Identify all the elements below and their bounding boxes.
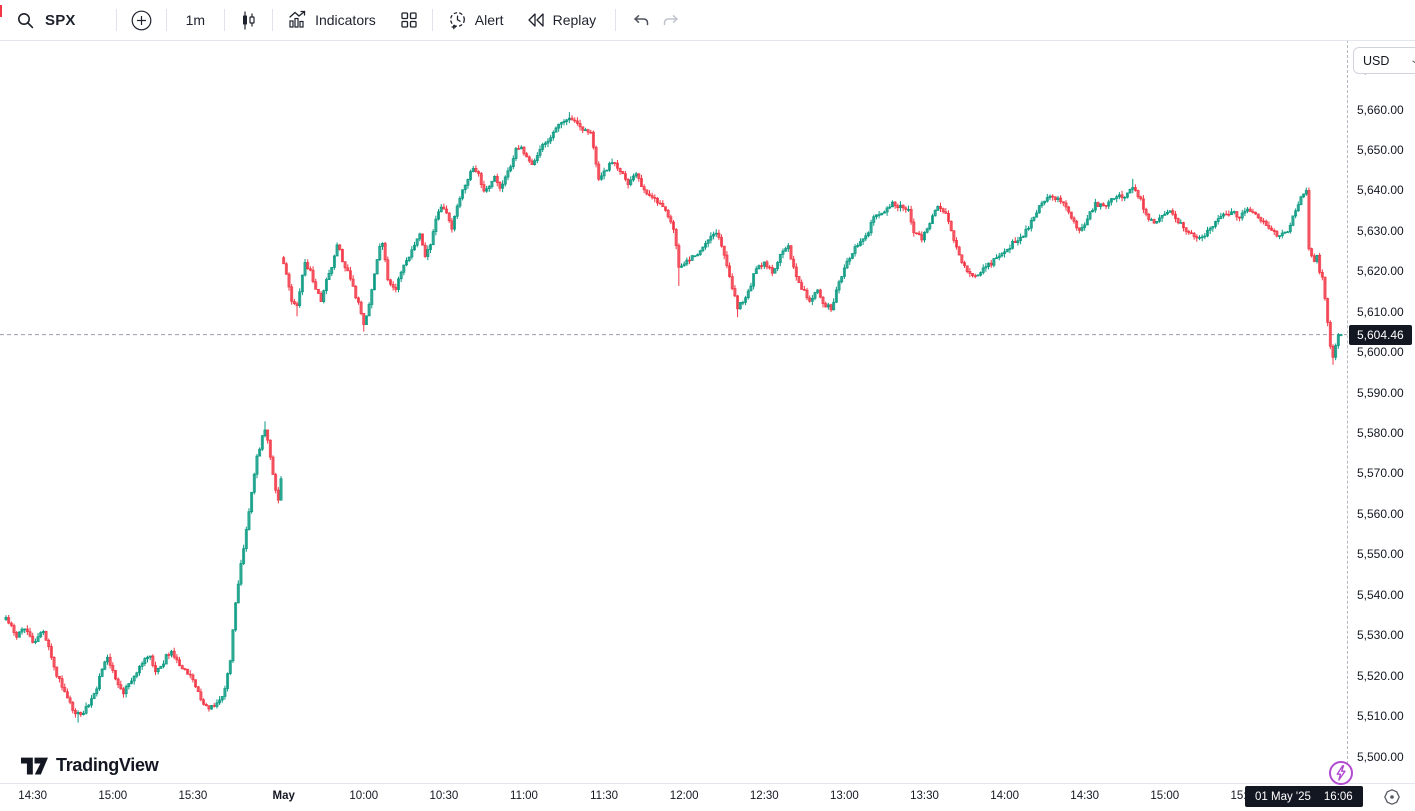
price-tick-label: 5,500.00	[1357, 749, 1404, 764]
interval-label: 1m	[185, 12, 206, 28]
undo-button[interactable]	[626, 1, 656, 39]
indicators-label: Indicators	[315, 12, 376, 28]
time-tick-label: 15:30	[178, 790, 208, 802]
price-tick-label: 5,570.00	[1357, 466, 1404, 481]
tradingview-logomark-icon	[21, 756, 48, 776]
lightning-icon[interactable]	[1328, 760, 1354, 786]
search-icon	[17, 12, 34, 29]
price-tick-label: 5,560.00	[1357, 506, 1404, 521]
chevron-down-icon: ⌄	[1409, 55, 1415, 66]
price-tick-label: 5,550.00	[1357, 547, 1404, 562]
price-tick-label: 5,530.00	[1357, 628, 1404, 643]
price-tick-label: 5,590.00	[1357, 385, 1404, 400]
time-tick-label: 12:00	[669, 790, 699, 802]
tradingview-logo-text: TradingView	[56, 755, 159, 775]
price-axis[interactable]: 5,670.005,660.005,650.005,640.005,630.00…	[1347, 40, 1415, 784]
price-tick-label: 5,580.00	[1357, 426, 1404, 440]
currency-selector[interactable]: USD ⌄	[1353, 47, 1415, 74]
time-axis[interactable]: 14:30 15:00 15:30 May 10:00 10:30 11:00 11:30 12…	[0, 783, 1415, 811]
symbol-label: SPX	[45, 11, 76, 29]
indicators-icon	[287, 10, 308, 30]
toolbar-separator	[615, 9, 617, 31]
alert-label: Alert	[474, 12, 504, 28]
time-tick-label: 13:00	[830, 790, 859, 802]
compare-add-symbol-button[interactable]	[122, 1, 161, 39]
toolbar-separator	[115, 9, 117, 31]
candlestick-chart[interactable]	[0, 40, 1347, 784]
grid-layout-icon	[400, 11, 418, 29]
time-tick-label: 10:30	[429, 790, 459, 802]
settings-gear-icon[interactable]	[1383, 788, 1401, 811]
indicators-button[interactable]: Indicators	[278, 1, 385, 39]
time-tick-label: 11:00	[510, 790, 538, 802]
candlestick-style-icon	[239, 10, 258, 31]
redo-arrow-icon	[662, 13, 680, 28]
price-tick-label: 5,520.00	[1357, 668, 1404, 683]
alert-clock-icon	[447, 10, 468, 31]
toolbar-separator	[224, 9, 226, 31]
layout-grid-button[interactable]	[391, 1, 427, 39]
price-tick-label: 5,540.00	[1357, 587, 1404, 602]
last-bar-time: 16:06	[1323, 790, 1353, 803]
last-bar-time-badge: 01 May '25 16:06	[1245, 786, 1363, 807]
replay-label: Replay	[552, 12, 597, 28]
time-tick-label: 14:30	[1070, 790, 1100, 802]
time-tick-label: 14:00	[990, 790, 1019, 802]
undo-arrow-icon	[632, 13, 650, 28]
redo-button[interactable]	[656, 1, 686, 39]
price-tick-label: 5,650.00	[1357, 143, 1404, 157]
time-tick-label: 12:30	[749, 790, 779, 802]
replay-icon	[526, 12, 546, 28]
toolbar-separator	[165, 9, 167, 31]
time-tick-label: 14:30	[18, 790, 48, 802]
time-tick-label: May	[272, 790, 295, 802]
last-bar-date: 01 May '25	[1255, 790, 1311, 803]
tradingview-logo[interactable]: TradingView	[21, 755, 159, 776]
time-tick-label: 11:30	[590, 790, 619, 802]
plus-circle-icon	[131, 10, 152, 31]
price-tick-label: 5,510.00	[1357, 709, 1404, 724]
alert-button[interactable]: Alert	[438, 1, 513, 39]
time-tick-label: 15:00	[1150, 790, 1180, 802]
price-tick-label: 5,630.00	[1357, 223, 1404, 238]
price-tick-label: 5,600.00	[1357, 345, 1404, 360]
top-toolbar: SPX 1m	[0, 0, 1415, 41]
chart-area[interactable]: TradingView	[0, 40, 1347, 784]
last-price-badge: 5,604.46	[1349, 324, 1412, 345]
currency-label: USD	[1363, 53, 1390, 68]
price-tick-label: 5,620.00	[1357, 264, 1404, 279]
toolbar-separator	[272, 9, 274, 31]
toolbar-separator	[431, 9, 433, 31]
interval-button[interactable]: 1m	[172, 1, 219, 39]
price-tick-label: 5,660.00	[1357, 102, 1404, 117]
replay-button[interactable]: Replay	[517, 1, 606, 39]
price-tick-label: 5,610.00	[1357, 304, 1404, 319]
time-tick-label: 10:00	[349, 790, 379, 802]
symbol-search-button[interactable]: SPX	[8, 1, 111, 39]
time-tick-label: 13:30	[910, 790, 939, 802]
time-tick-label: 15:00	[98, 790, 128, 802]
chart-style-button[interactable]	[230, 1, 267, 39]
price-tick-label: 5,640.00	[1357, 183, 1404, 198]
left-edge-artifact	[0, 5, 2, 17]
